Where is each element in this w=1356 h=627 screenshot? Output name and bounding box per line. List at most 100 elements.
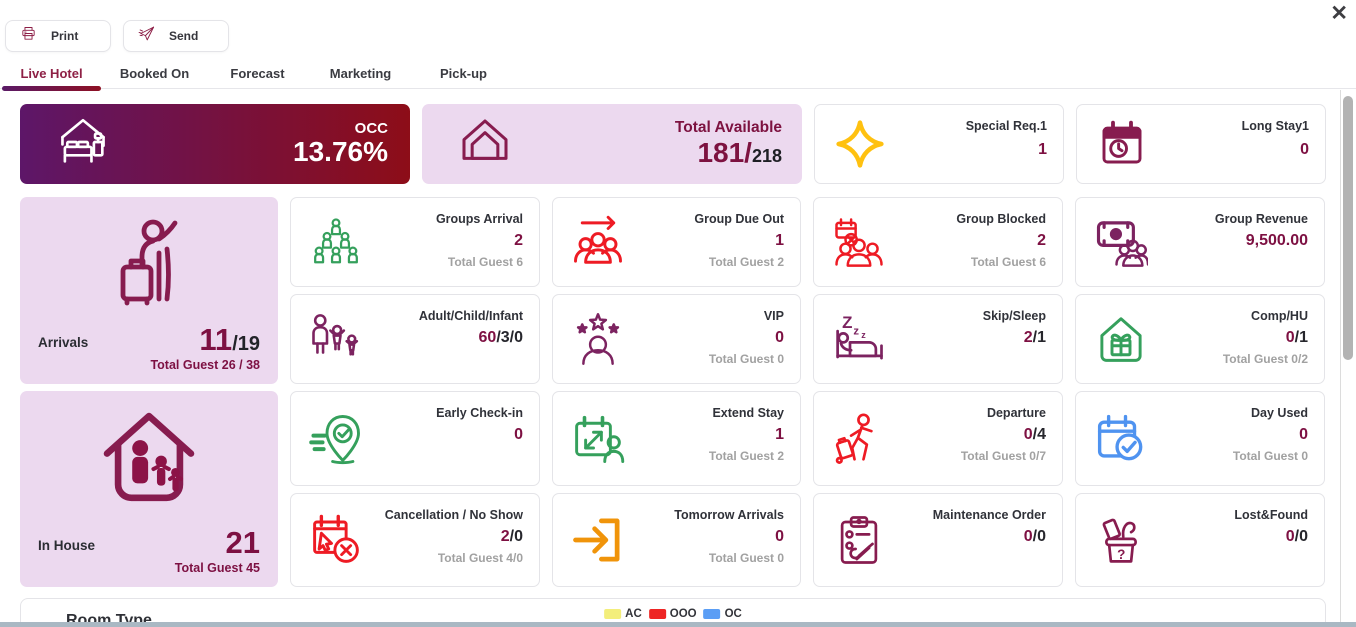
stat-value: 0/0 — [1285, 528, 1308, 545]
group-people-icon — [305, 215, 367, 269]
stat-title: Group Blocked — [956, 212, 1046, 226]
scrollbar-thumb[interactable] — [1343, 96, 1353, 360]
arrivals-total-guest: Total Guest 26 / 38 — [150, 358, 260, 372]
tab-marketing[interactable]: Marketing — [329, 66, 392, 81]
stat-value: 2/0 — [500, 528, 523, 545]
total-available-card[interactable]: Total Available 181/218 — [422, 104, 802, 184]
printer-icon — [20, 25, 37, 47]
tab-forecast[interactable]: Forecast — [230, 66, 285, 81]
pin-check-icon — [305, 412, 367, 466]
stat-value: 60/3/0 — [478, 329, 523, 346]
stat-value: 0 — [775, 528, 784, 545]
print-button[interactable]: Print — [5, 20, 111, 52]
guest-arrival-icon — [120, 219, 178, 306]
legend-item-oc[interactable]: OC — [703, 608, 742, 620]
stat-value: 1 — [1038, 141, 1047, 158]
occ-value: 13.76% — [293, 136, 388, 168]
stat-card-departure[interactable]: Departure 0/4 Total Guest 0/7 — [813, 391, 1063, 486]
legend-label: AC — [625, 608, 642, 620]
kpi-grid: Arrivals 11/19 Total Guest 26 / 38 Group… — [20, 197, 1325, 587]
tab-booked-on[interactable]: Booked On — [119, 66, 190, 81]
stat-total-guest: Total Guest 0 — [708, 352, 784, 366]
total-available-title: Total Available — [674, 119, 782, 136]
arrow-enter-icon — [567, 513, 629, 567]
stat-value: 0/0 — [1023, 528, 1046, 545]
stat-value: 0/1 — [1285, 329, 1308, 346]
calendar-cancel-icon — [305, 513, 367, 567]
tab-bar: Live Hotel Booked On Forecast Marketing … — [0, 60, 1356, 91]
bed-house-icon — [50, 113, 116, 176]
stat-title: Extend Stay — [712, 406, 784, 420]
stat-title: Groups Arrival — [435, 212, 523, 226]
stat-value: 2 — [514, 232, 523, 249]
stat-card-day-used[interactable]: Day Used 0 Total Guest 0 — [1075, 391, 1325, 486]
stat-value: 9,500.00 — [1245, 232, 1308, 249]
stat-title: Departure — [986, 406, 1046, 420]
summary-row: OCC 13.76% Total Available 181/218 Speci… — [20, 104, 1326, 184]
stat-total-guest: Total Guest 2 — [708, 449, 784, 463]
group-out-icon — [567, 215, 629, 269]
room-type-legend: AC OOO OC — [604, 608, 742, 620]
stat-card-tomorrow-arrivals[interactable]: Tomorrow Arrivals 0 Total Guest 0 — [552, 493, 801, 587]
stat-total-guest: Total Guest 0 — [708, 551, 784, 565]
stat-total-guest: Total Guest 0/7 — [960, 449, 1046, 463]
svg-text:Z: Z — [842, 313, 852, 332]
legend-item-ac[interactable]: AC — [604, 608, 642, 620]
stat-card-extend-stay[interactable]: Extend Stay 1 Total Guest 2 — [552, 391, 801, 486]
occ-card[interactable]: OCC 13.76% — [20, 104, 410, 184]
stat-card-group-blocked[interactable]: Group Blocked 2 Total Guest 6 — [813, 197, 1063, 287]
bottom-edge-strip — [0, 622, 1356, 627]
stat-title: Special Req.1 — [965, 119, 1047, 133]
stat-total-guest: Total Guest 4/0 — [437, 551, 523, 565]
tab-pick-up[interactable]: Pick-up — [440, 66, 487, 81]
legend-item-ooo[interactable]: OOO — [648, 608, 697, 620]
stat-title: Adult/Child/Infant — [418, 309, 523, 323]
send-button[interactable]: Send — [123, 20, 229, 52]
stat-card-groups-arrival[interactable]: Groups Arrival 2 Total Guest 6 — [290, 197, 540, 287]
legend-swatch-ooo — [648, 609, 666, 619]
svg-text:z: z — [853, 326, 859, 338]
stat-card-cancellation-no-show[interactable]: Cancellation / No Show 2/0 Total Guest 4… — [290, 493, 540, 587]
stat-value: 1 — [775, 232, 784, 249]
in-house-card[interactable]: In House 21 Total Guest 45 — [20, 391, 278, 587]
family-icon — [305, 312, 367, 366]
special-req-card[interactable]: Special Req.1 1 — [814, 104, 1064, 184]
svg-text:z: z — [861, 330, 866, 340]
close-icon[interactable]: ✕ — [1330, 2, 1348, 25]
stat-total-guest: Total Guest 0/2 — [1222, 352, 1308, 366]
in-house-label: In House — [38, 538, 96, 553]
legend-label: OC — [724, 608, 742, 620]
stat-title: Maintenance Order — [932, 508, 1046, 522]
tab-live-hotel[interactable]: Live Hotel — [0, 60, 103, 91]
stat-card-comp-hu[interactable]: Comp/HU 0/1 Total Guest 0/2 — [1075, 294, 1325, 384]
stat-card-maintenance-order[interactable]: Maintenance Order 0/0 — [813, 493, 1063, 587]
stat-card-group-revenue[interactable]: Group Revenue 9,500.00 — [1075, 197, 1325, 287]
calendar-extend-icon — [567, 412, 629, 466]
in-house-total-guest: Total Guest 45 — [174, 561, 260, 575]
stat-value: 2 — [1037, 232, 1046, 249]
stat-card-vip[interactable]: VIP 0 Total Guest 0 — [552, 294, 801, 384]
stat-card-early-check-in[interactable]: Early Check-in 0 — [290, 391, 540, 486]
long-stay-card[interactable]: Long Stay1 0 — [1076, 104, 1326, 184]
house-gift-icon — [1090, 312, 1152, 366]
arrivals-label: Arrivals — [38, 335, 89, 350]
svg-text:?: ? — [1117, 547, 1125, 562]
stat-total-guest: Total Guest 0 — [1232, 449, 1308, 463]
stat-value: 0 — [514, 426, 523, 443]
group-revenue-icon — [1090, 215, 1152, 269]
arrivals-value: 11/19 — [199, 322, 260, 357]
stat-card-group-due-out[interactable]: Group Due Out 1 Total Guest 2 — [552, 197, 801, 287]
scrollbar-track[interactable] — [1340, 90, 1341, 627]
house-family-icon — [103, 412, 195, 502]
stat-card-lost-found[interactable]: ? Lost&Found 0/0 — [1075, 493, 1325, 587]
total-available-value: 181/218 — [697, 137, 782, 168]
stat-card-adult-child-infant[interactable]: Adult/Child/Infant 60/3/0 — [290, 294, 540, 384]
toolbar: Print Send — [5, 20, 229, 52]
stat-value: 0 — [1299, 426, 1308, 443]
arrivals-card[interactable]: Arrivals 11/19 Total Guest 26 / 38 — [20, 197, 278, 384]
legend-label: OOO — [669, 608, 697, 620]
stat-title: Early Check-in — [436, 406, 523, 420]
stat-value: 0/4 — [1023, 426, 1046, 443]
